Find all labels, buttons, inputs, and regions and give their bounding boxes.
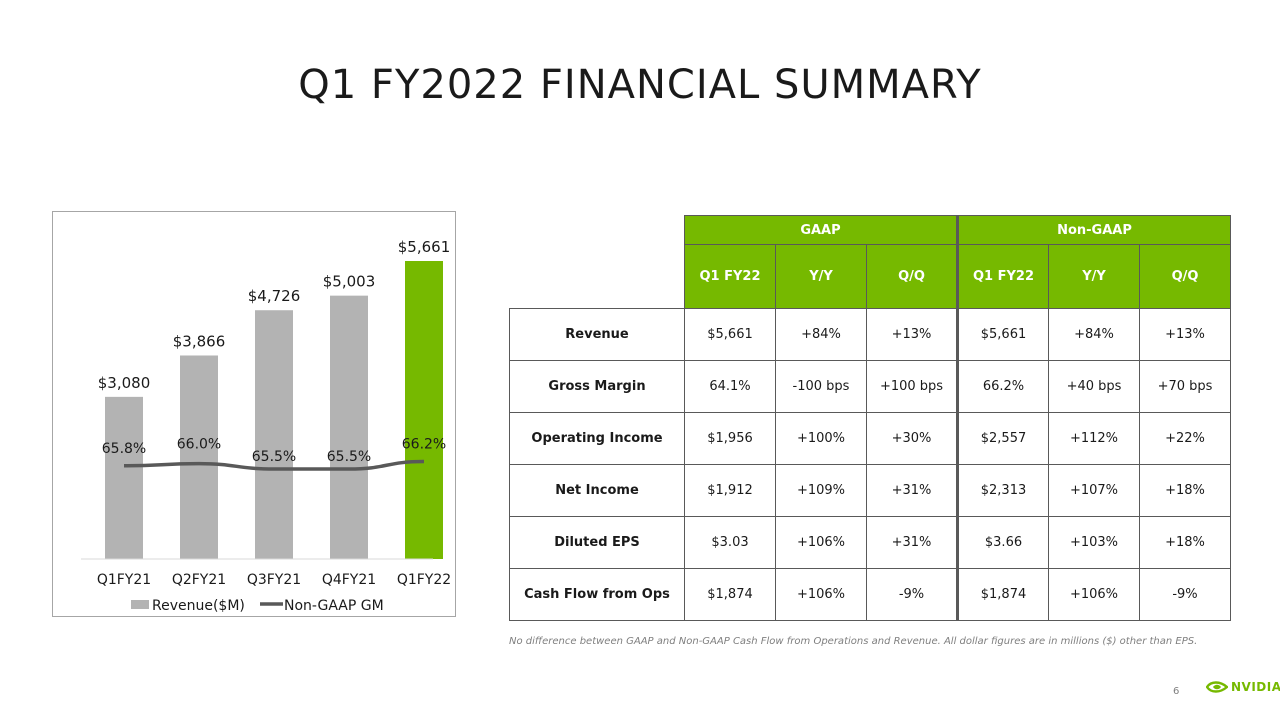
gm-value-label: 65.5% [252, 449, 296, 465]
gm-value-label: 65.8% [102, 441, 146, 457]
revenue-bar [105, 396, 143, 559]
x-axis-tick-label: Q3FY21 [247, 572, 301, 588]
table-cell: +84% [775, 308, 867, 361]
table-cell: +31% [866, 516, 958, 569]
financial-summary-table-wrap: GAAP Non-GAAP Q1 FY22 Y/Y Q/Q Q1 FY22 Y/… [509, 215, 1231, 621]
revenue-bar [180, 355, 218, 559]
x-axis-tick-label: Q2FY21 [172, 572, 226, 588]
table-cell: 66.2% [956, 360, 1049, 413]
table-row: Diluted EPS $3.03 +106% +31% $3.66 +103%… [509, 516, 1231, 569]
table-cell: +84% [1048, 308, 1140, 361]
nvidia-logo: NVIDIA [1206, 680, 1280, 694]
table-cell: $1,874 [956, 568, 1049, 621]
table-cell: +106% [775, 516, 867, 569]
legend-revenue-label: Revenue($M) [152, 598, 245, 614]
table-cell: +18% [1139, 516, 1231, 569]
logo-text: NVIDIA [1231, 680, 1280, 694]
table-cell: +100% [775, 412, 867, 465]
table-cell: +13% [866, 308, 958, 361]
legend-revenue-swatch [131, 600, 149, 609]
nvidia-eye-icon [1206, 681, 1228, 693]
row-label: Diluted EPS [509, 516, 685, 569]
table-cell: +70 bps [1139, 360, 1231, 413]
table-cell: $3.03 [684, 516, 776, 569]
table-cell: -9% [1139, 568, 1231, 621]
table-cell: +106% [1048, 568, 1140, 621]
table-cell: $1,912 [684, 464, 776, 517]
non-gaap-gm-line [123, 459, 425, 471]
x-axis-tick-label: Q4FY21 [322, 572, 376, 588]
footnote: No difference between GAAP and Non-GAAP … [509, 636, 1198, 647]
revenue-bar [405, 261, 443, 559]
table-cell: +18% [1139, 464, 1231, 517]
x-axis-tick-label: Q1FY21 [97, 572, 151, 588]
table-row: Gross Margin 64.1% -100 bps +100 bps 66.… [509, 360, 1231, 413]
table-cell: +112% [1048, 412, 1140, 465]
table-cell: $1,874 [684, 568, 776, 621]
table-cell: +106% [775, 568, 867, 621]
table-row: Cash Flow from Ops $1,874 +106% -9% $1,8… [509, 568, 1231, 621]
table-cell: -9% [866, 568, 958, 621]
table-row: Net Income $1,912 +109% +31% $2,313 +107… [509, 464, 1231, 517]
table-cell: +30% [866, 412, 958, 465]
table-cell: +109% [775, 464, 867, 517]
row-label: Cash Flow from Ops [509, 568, 685, 621]
col-header: Y/Y [775, 244, 867, 309]
bar-value-label: $5,661 [398, 238, 451, 256]
table-cell: $5,661 [684, 308, 776, 361]
financial-summary-table: GAAP Non-GAAP Q1 FY22 Y/Y Q/Q Q1 FY22 Y/… [509, 215, 1231, 621]
table-cell: $1,956 [684, 412, 776, 465]
bar-value-label: $5,003 [323, 273, 376, 291]
page-number: 6 [1173, 686, 1180, 697]
table-cell: 64.1% [684, 360, 776, 413]
table-cell: $2,557 [956, 412, 1049, 465]
corner-cell [509, 244, 685, 309]
row-label: Revenue [509, 308, 685, 361]
revenue-bar [255, 310, 293, 559]
col-header: Q/Q [866, 244, 958, 309]
table-cell: +13% [1139, 308, 1231, 361]
table-cell: $5,661 [956, 308, 1049, 361]
col-header: Q1 FY22 [956, 244, 1049, 309]
col-header: Q/Q [1139, 244, 1231, 309]
col-header: Q1 FY22 [684, 244, 776, 309]
revenue-chart-svg: $3,080 Q1FY21 $3,866 Q2FY21 $4,726 Q3FY21 $5,0… [81, 238, 451, 614]
gm-value-label: 66.0% [177, 437, 221, 453]
x-axis-tick-label: Q1FY22 [397, 572, 451, 588]
page-title: Q1 FY2022 FINANCIAL SUMMARY [298, 62, 982, 108]
legend-gm-label: Non-GAAP GM [284, 598, 384, 614]
table-cell: +22% [1139, 412, 1231, 465]
bar-value-label: $3,866 [173, 332, 226, 350]
row-label: Gross Margin [509, 360, 685, 413]
table-cell: +31% [866, 464, 958, 517]
table-cell: $2,313 [956, 464, 1049, 517]
revenue-chart: $3,080 Q1FY21 $3,866 Q2FY21 $4,726 Q3FY21 $5,0… [52, 211, 456, 617]
col-header: Y/Y [1048, 244, 1140, 309]
bar-value-label: $3,080 [98, 374, 151, 392]
gaap-group-header: GAAP [684, 215, 958, 245]
row-label: Operating Income [509, 412, 685, 465]
table-cell: $3.66 [956, 516, 1049, 569]
corner-cell [509, 215, 685, 245]
gm-value-label: 66.2% [402, 437, 446, 453]
revenue-bar [330, 295, 368, 559]
table-cell: +100 bps [866, 360, 958, 413]
table-cell: +103% [1048, 516, 1140, 569]
bar-value-label: $4,726 [248, 287, 301, 305]
table-row: Operating Income $1,956 +100% +30% $2,55… [509, 412, 1231, 465]
non-gaap-group-header: Non-GAAP [956, 215, 1231, 245]
table-cell: +40 bps [1048, 360, 1140, 413]
row-label: Net Income [509, 464, 685, 517]
table-cell: -100 bps [775, 360, 867, 413]
table-cell: +107% [1048, 464, 1140, 517]
gm-value-label: 65.5% [327, 449, 371, 465]
table-row: Revenue $5,661 +84% +13% $5,661 +84% +13… [509, 308, 1231, 361]
